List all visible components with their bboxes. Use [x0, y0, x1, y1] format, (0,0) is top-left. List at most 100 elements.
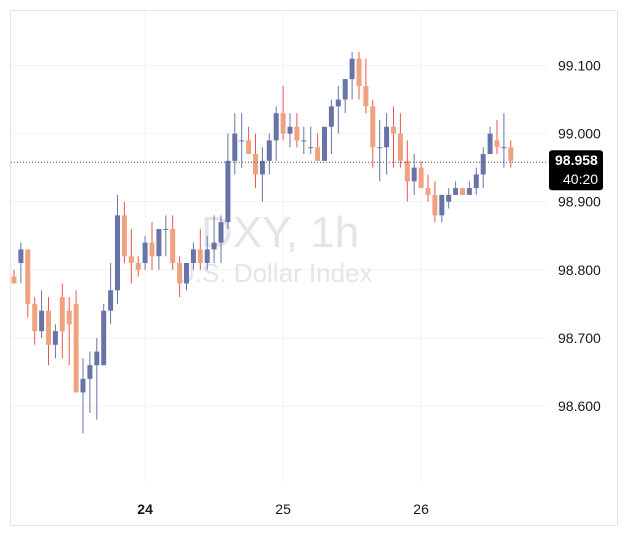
candle: [246, 126, 252, 155]
candle-body: [377, 147, 383, 149]
candle: [411, 154, 417, 195]
candle: [259, 147, 265, 202]
candle-body: [101, 310, 107, 366]
time-axis[interactable]: 24 25 26: [137, 501, 429, 517]
candle: [211, 215, 217, 264]
candle: [142, 235, 148, 270]
candle: [80, 358, 86, 434]
candle: [66, 297, 72, 366]
candle-body: [52, 331, 58, 345]
candle: [508, 140, 514, 168]
candle-body: [253, 154, 258, 175]
candle-body: [432, 194, 438, 216]
candle: [239, 113, 245, 168]
watermark-symbol: DXY, 1h: [201, 208, 359, 257]
price-tag-value: 98.958: [555, 152, 598, 168]
candle: [301, 126, 307, 155]
candle: [453, 181, 459, 195]
candle: [342, 79, 348, 114]
candle: [391, 106, 396, 168]
candle: [94, 337, 100, 420]
candle: [184, 263, 189, 291]
candle-body: [259, 160, 265, 175]
candle-body: [508, 147, 514, 161]
candle-body: [280, 113, 286, 134]
candle-body: [418, 167, 424, 189]
candle-body: [266, 140, 272, 161]
candle: [204, 235, 210, 270]
candle: [501, 113, 507, 168]
candle-body: [94, 351, 100, 366]
candle: [294, 113, 300, 148]
candle: [253, 133, 258, 189]
candle: [218, 215, 224, 264]
candle: [52, 324, 58, 359]
candle-body: [315, 147, 321, 161]
candle: [25, 249, 31, 318]
candle: [197, 228, 203, 270]
candle: [135, 256, 141, 277]
candle-body: [211, 242, 217, 250]
candle-body: [177, 263, 183, 284]
candle: [170, 215, 176, 270]
candle-body: [349, 58, 355, 80]
last-price-tag: 98.958 40:20: [549, 150, 603, 191]
y-tick-label: 98.600: [558, 398, 601, 414]
candle: [73, 290, 79, 393]
candle: [487, 126, 493, 155]
candle: [404, 140, 410, 202]
candle-body: [163, 228, 169, 230]
x-tick-label: 25: [275, 501, 291, 517]
candle-body: [149, 242, 155, 257]
watermark: DXY, 1h U.S. Dollar Index: [176, 208, 373, 288]
candle-body: [308, 147, 314, 149]
candle-body: [411, 167, 417, 182]
candle: [177, 256, 183, 298]
price-tag-countdown: 40:20: [563, 171, 598, 187]
candle-body: [184, 263, 189, 284]
candle-body: [487, 133, 493, 155]
candle: [232, 113, 238, 175]
candle: [225, 133, 231, 229]
candle-body: [425, 188, 431, 195]
candle-body: [142, 242, 148, 264]
y-tick-label: 98.800: [558, 262, 601, 278]
candle-body: [397, 133, 403, 161]
candle-body: [363, 85, 369, 107]
candle-body: [391, 126, 396, 134]
candle: [494, 119, 500, 155]
candle: [349, 51, 355, 100]
candle-body: [115, 215, 120, 291]
candlestick-chart[interactable]: DXY, 1h U.S. Dollar Index 99.100 99.000 98…: [11, 11, 617, 525]
candle-body: [494, 140, 500, 148]
candle-body: [218, 222, 224, 243]
candle: [418, 160, 424, 189]
candle: [370, 99, 376, 168]
candle: [425, 174, 431, 202]
candle-body: [439, 194, 445, 216]
grid-lines: [11, 11, 547, 481]
candle-body: [322, 126, 327, 161]
candle: [18, 242, 24, 284]
candle: [322, 126, 327, 161]
candle: [473, 167, 479, 195]
price-axis[interactable]: 99.100 99.000 98.900 98.800 98.700 98.600: [558, 57, 601, 414]
y-tick-label: 99.000: [558, 126, 601, 142]
candle-body: [232, 133, 238, 161]
candle-body: [370, 106, 376, 148]
candle-body: [480, 154, 486, 175]
y-tick-label: 99.100: [558, 57, 601, 73]
candle-body: [301, 140, 307, 142]
candle-body: [328, 106, 334, 127]
candle-body: [501, 147, 507, 149]
candle: [273, 106, 279, 161]
candles: [11, 51, 514, 434]
chart-frame[interactable]: DXY, 1h U.S. Dollar Index 99.100 99.000 98…: [10, 10, 618, 526]
candle: [121, 201, 127, 264]
candle: [163, 215, 169, 257]
candle: [190, 242, 196, 270]
candle-body: [404, 160, 410, 182]
candle-body: [156, 228, 162, 257]
candle-body: [453, 188, 459, 195]
x-tick-label: 26: [413, 501, 429, 517]
